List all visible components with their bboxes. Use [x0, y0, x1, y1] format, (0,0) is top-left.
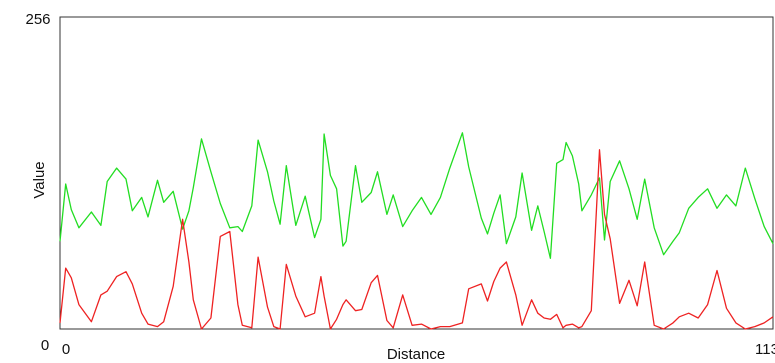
plot-frame — [59, 16, 774, 330]
y-axis-label: Value — [31, 161, 48, 198]
y-tick-min: 0 — [41, 337, 49, 354]
x-tick-min: 0 — [62, 341, 70, 358]
green-series-line — [59, 132, 774, 259]
x-axis-label: Distance — [387, 346, 445, 363]
red-series-line — [59, 149, 774, 330]
y-tick-max: 256 — [25, 11, 50, 28]
x-tick-max: 1134 — [755, 341, 775, 358]
series-layer — [59, 132, 774, 330]
